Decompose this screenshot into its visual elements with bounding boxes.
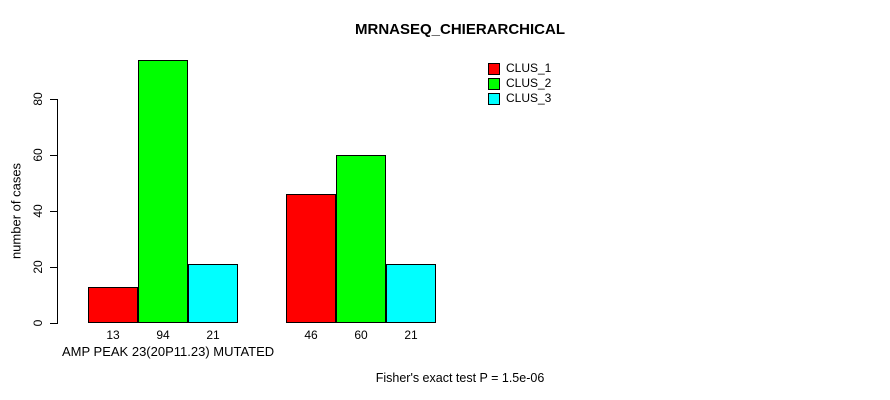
bar-value-label: 46	[304, 328, 318, 342]
legend-swatch-clus_2	[488, 77, 500, 90]
bar-value-label: 60	[354, 328, 368, 342]
bar-value-label: 21	[206, 328, 220, 342]
y-axis-line	[57, 99, 58, 324]
x-axis-label: AMP PEAK 23(20P11.23) MUTATED	[62, 344, 275, 359]
y-tick	[50, 323, 57, 324]
y-tick	[50, 155, 57, 156]
legend-item-clus_3: CLUS_3	[488, 92, 551, 105]
y-tick	[50, 211, 57, 212]
legend-item-clus_2: CLUS_2	[488, 77, 551, 90]
chart-title: MRNASEQ_CHIERARCHICAL	[354, 21, 566, 38]
bar-clus_2-group-1	[138, 60, 188, 323]
y-tick-label: 80	[31, 92, 45, 106]
legend-label: CLUS_3	[506, 91, 552, 105]
y-axis-label: number of cases	[8, 162, 24, 260]
bar-value-label: 13	[106, 328, 120, 342]
bar-clus_3-group-1	[188, 264, 238, 323]
legend: CLUS_1 CLUS_2 CLUS_3	[488, 62, 551, 105]
y-tick	[50, 267, 57, 268]
bar-clus_1-group-2	[286, 194, 336, 323]
bar-clus_1-group-1	[88, 287, 138, 323]
legend-label: CLUS_1	[506, 61, 552, 75]
y-tick	[50, 99, 57, 100]
y-tick-label: 20	[31, 260, 45, 274]
bar-value-label: 21	[404, 328, 418, 342]
legend-swatch-clus_3	[488, 92, 500, 105]
y-tick-label: 60	[31, 148, 45, 162]
bar-clus_2-group-2	[336, 155, 386, 323]
legend-swatch-clus_1	[488, 62, 500, 75]
y-tick-label: 40	[31, 204, 45, 218]
bar-clus_3-group-2	[386, 264, 436, 323]
bar-value-label: 94	[156, 328, 170, 342]
legend-item-clus_1: CLUS_1	[488, 62, 551, 75]
y-tick-label: 0	[31, 319, 45, 327]
legend-label: CLUS_2	[506, 76, 552, 90]
stat-annotation: Fisher's exact test P = 1.5e-06	[375, 371, 545, 385]
